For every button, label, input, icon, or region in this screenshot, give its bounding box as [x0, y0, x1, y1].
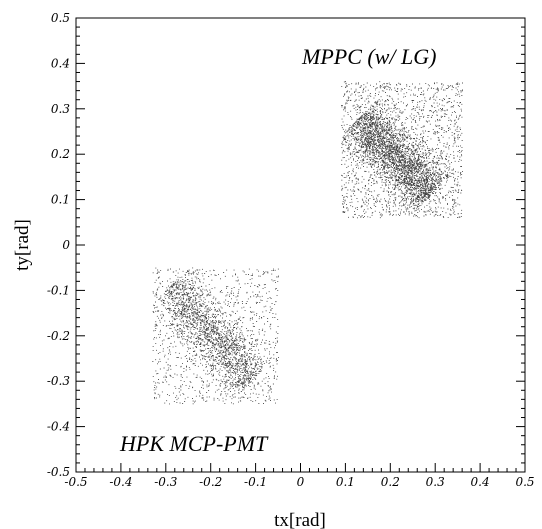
x-tick-label: -0.2: [199, 475, 222, 489]
y-tick-label: 0.4: [51, 56, 70, 70]
y-tick-label: 0.3: [51, 102, 70, 116]
y-tick-label: -0.2: [47, 329, 70, 343]
plot-frame: [75, 17, 526, 473]
y-tick-label: 0.1: [51, 193, 70, 207]
x-tick-label: 0.2: [381, 475, 400, 489]
y-tick-label: -0.4: [47, 420, 70, 434]
x-tick-labels: -0.5 -0.4 -0.3 -0.2 -0.1 0 0.1 0.2 0.3 0.4 0.5: [64, 475, 534, 489]
y-tick-label: 0: [62, 238, 70, 252]
y-tick-label: -0.1: [47, 283, 70, 297]
x-tick-label: -0.5: [64, 475, 87, 489]
x-tick-label: 0.5: [515, 475, 534, 489]
mppc-point-cloud: [341, 81, 463, 219]
x-tick-label: -0.3: [154, 475, 178, 489]
x-tick-label: -0.1: [244, 475, 267, 489]
annotation-hpk: HPK MCP-PMT: [119, 431, 269, 456]
y-tick-label: 0.5: [51, 11, 70, 25]
annotation-mppc: MPPC (w/ LG): [301, 44, 436, 69]
x-axis-label: tx[rad]: [274, 510, 326, 529]
y-axis-label: ty[rad]: [12, 219, 33, 271]
y-tick-label: 0.2: [51, 147, 70, 161]
x-tick-label: 0.3: [426, 475, 445, 489]
hpk-point-cloud: [152, 267, 279, 405]
y-tick-label: -0.3: [47, 374, 71, 388]
scatter-points: [152, 81, 463, 405]
x-tick-label: 0.4: [471, 475, 490, 489]
x-tick-label: 0: [297, 475, 305, 489]
y-tick-label: -0.5: [47, 465, 70, 479]
axis-ticks: [75, 17, 526, 473]
x-tick-label: 0.1: [336, 475, 355, 489]
y-tick-labels: -0.5 -0.4 -0.3 -0.2 -0.1 0 0.1 0.2 0.3 0.4 0.5: [47, 11, 71, 479]
x-tick-label: -0.4: [109, 475, 132, 489]
